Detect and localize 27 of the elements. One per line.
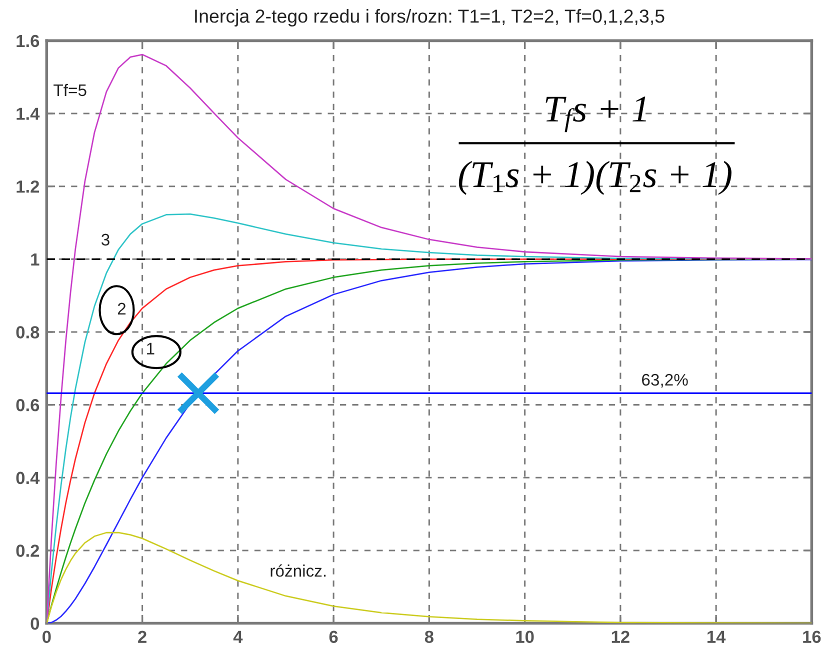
y-tick-label: 1.4 — [16, 108, 40, 120]
series-label: 1 — [147, 342, 154, 354]
annotation: T$_{f}$s + 1 — [546, 96, 646, 132]
series-label: różnicz. — [270, 564, 326, 577]
x-tick-label: 0 — [42, 630, 51, 643]
x-tick-label: 4 — [233, 630, 243, 643]
y-tick-label: 0.2 — [16, 544, 40, 557]
x-tick-label: 14 — [708, 630, 726, 643]
series-label: Tf=5 — [54, 84, 86, 96]
y-tick-label: 0.4 — [16, 472, 40, 484]
y-tick-label: 0 — [30, 617, 40, 630]
x-tick-label: 16 — [803, 630, 821, 643]
y-tick-label: 0.6 — [16, 398, 40, 412]
series-label: 3 — [102, 234, 110, 246]
x-tick-label: 12 — [612, 630, 630, 643]
ref-line-label: 63,2% — [642, 374, 688, 388]
y-tick-label: 1.6 — [16, 34, 40, 48]
y-tick-label: 1 — [31, 254, 40, 266]
x-tick-label: 2 — [138, 630, 146, 643]
x-tick-label: 6 — [329, 630, 338, 643]
series-label: 2 — [118, 302, 126, 314]
chart-title: Inercja 2-tego rzedu i fors/rozn: T1=1, T2=2, Tf=0,1,2,3,5 — [195, 9, 664, 27]
x-tick-label: 10 — [516, 630, 534, 643]
y-tick-label: 1.2 — [16, 180, 40, 193]
annotation: (T$_{1}$s + 1)(T$_{2}$s + 1) — [458, 160, 732, 195]
x-tick-label: 8 — [424, 630, 434, 643]
y-tick-label: 0.8 — [16, 326, 40, 338]
